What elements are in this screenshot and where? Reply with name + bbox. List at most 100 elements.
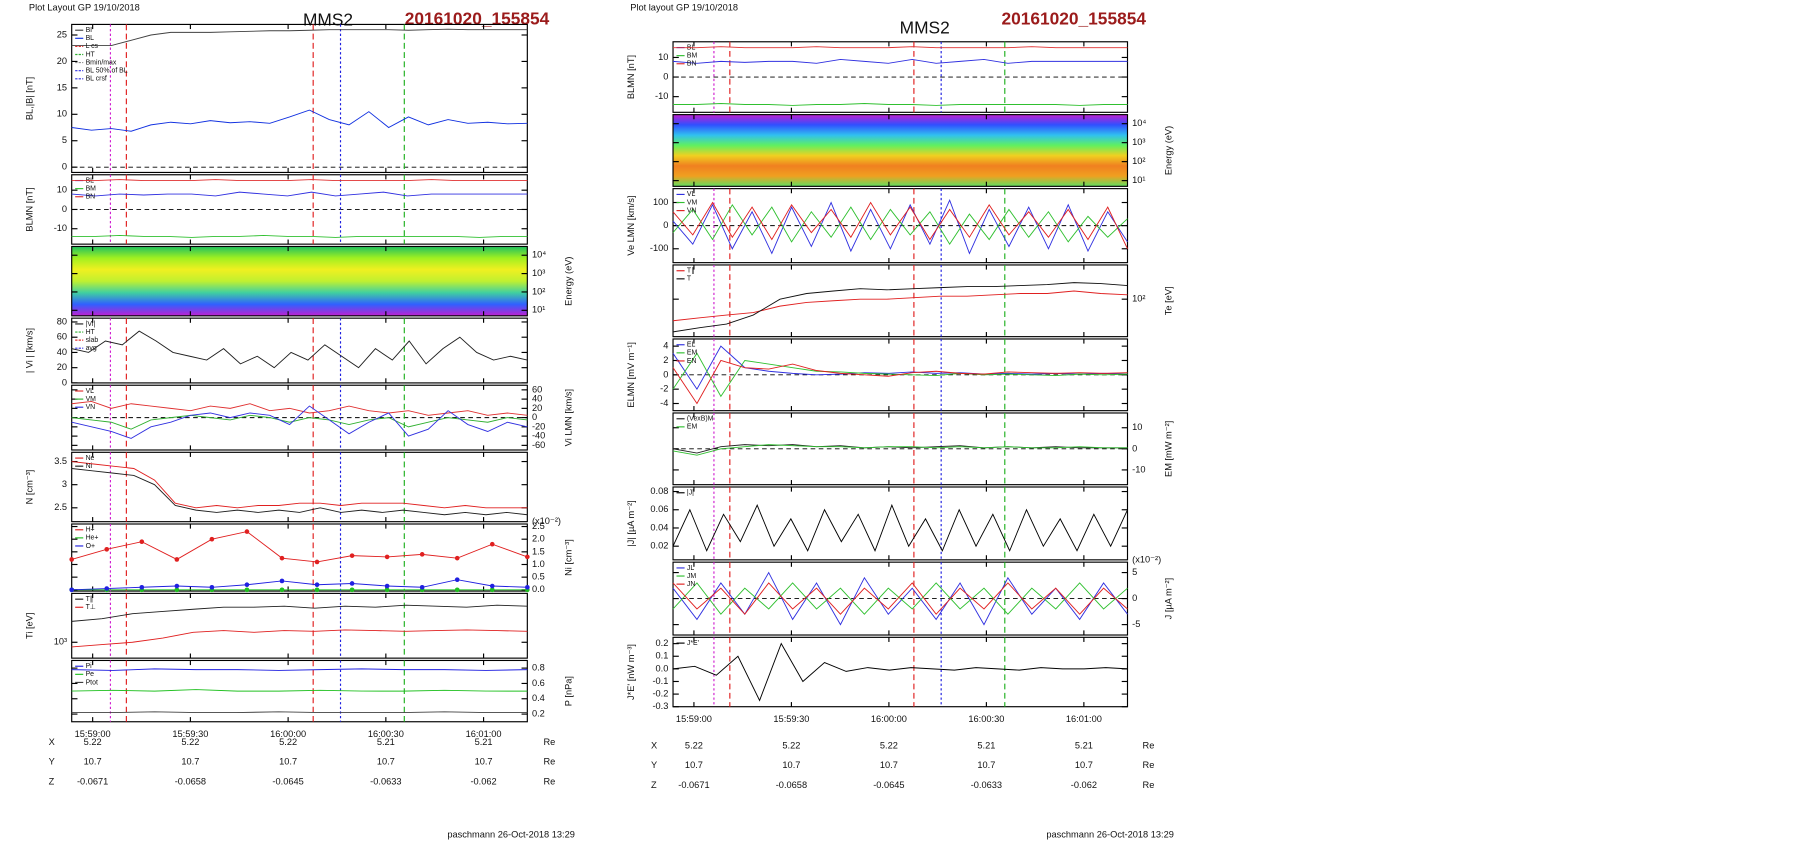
legend-label: VN xyxy=(687,207,697,214)
y-tick-label: 10² xyxy=(1132,294,1145,304)
ephemeris-value: 10.7 xyxy=(475,757,493,767)
layout-label: Plot layout GP 19/10/2018 xyxy=(630,3,738,13)
ephemeris-value: 10.7 xyxy=(977,760,995,770)
ephemeris-value: 10.7 xyxy=(279,757,297,767)
series-point xyxy=(454,577,460,582)
legend-label: He+ xyxy=(86,535,99,542)
series-point xyxy=(244,529,250,534)
legend-note: BL 50% of BL xyxy=(86,68,128,75)
series-point xyxy=(419,584,425,590)
series-point xyxy=(314,587,320,593)
y-tick-label: 0.08 xyxy=(650,486,668,496)
series-line xyxy=(71,179,528,182)
panel: -0.3 -0.2 -0.1 0.0 0.1 0.2 J*E' [nW m⁻³] J*E' xyxy=(626,636,1129,711)
y-axis-label: EM [mW m⁻²] xyxy=(1164,421,1174,477)
y-tick-label: -0.3 xyxy=(652,701,668,711)
panel: 10¹ 10² 10³ 10⁴ Energy (eV) xyxy=(71,245,573,317)
series-point xyxy=(174,583,180,589)
series-line xyxy=(71,414,528,430)
ephemeris-value: 5.22 xyxy=(685,740,703,750)
y-tick-label: 2.0 xyxy=(532,534,545,544)
ephemeris-value: -0.0645 xyxy=(272,776,303,786)
ephemeris-value: 5.22 xyxy=(279,737,297,747)
series-point xyxy=(139,539,145,545)
time-tick-label: 15:59:00 xyxy=(676,714,712,724)
ephemeris-value: 5.22 xyxy=(84,737,102,747)
y-tick-label: 100 xyxy=(653,197,668,207)
legend-label: O+ xyxy=(86,543,95,550)
ephemeris-value: 5.22 xyxy=(782,740,800,750)
y-tick-label: 0 xyxy=(1132,593,1137,603)
ephemeris-value: -0.0658 xyxy=(776,780,807,790)
y-axis-label: ELMN [mV m⁻¹] xyxy=(626,342,636,408)
instrument: MMS2 xyxy=(303,10,353,30)
ephemeris-label: Z xyxy=(651,780,657,790)
y-tick-label: 0.0 xyxy=(656,663,669,673)
ephemeris-value: -0.062 xyxy=(470,776,496,786)
panel: 0.0 0.5 1.0 1.5 2.0 2.5 Ni [cm⁻³] (x10⁻²) H+He+O… xyxy=(69,516,573,594)
ephemeris-value: 5.21 xyxy=(377,737,395,747)
legend-label: Pe xyxy=(86,671,95,678)
series-point xyxy=(489,587,495,593)
y-tick-label: 10 xyxy=(57,109,67,119)
ephemeris-value: 10.7 xyxy=(685,760,703,770)
legend-label: (VexB)M xyxy=(687,416,714,423)
y-tick-label: 10 xyxy=(1132,422,1142,432)
ephemeris-label: Z xyxy=(49,776,55,786)
y-tick-label: 40 xyxy=(532,394,542,404)
series-line xyxy=(672,571,1128,626)
ephemeris-value: 10.7 xyxy=(1075,760,1093,770)
ephemeris-unit: Re xyxy=(1143,740,1155,750)
y-tick-label: 10 xyxy=(658,52,668,62)
time-tick-label: 15:59:30 xyxy=(172,729,208,739)
series-line xyxy=(673,46,1128,49)
series-point xyxy=(349,553,355,558)
series-point xyxy=(104,546,110,552)
footer: paschmann 26-Oct-2018 13:29 xyxy=(447,830,575,840)
series-line xyxy=(673,103,1128,106)
series-point xyxy=(454,587,460,593)
series-point xyxy=(279,578,285,584)
y-tick-label: 0.02 xyxy=(650,541,668,551)
y-tick-label: 0 xyxy=(1132,443,1137,453)
panel-frame xyxy=(672,264,1129,338)
ephemeris-label: X xyxy=(651,740,657,750)
panel-frame xyxy=(71,245,528,317)
y-tick-label: 2.5 xyxy=(532,521,545,531)
series-point xyxy=(489,541,495,547)
legend-label: VM xyxy=(687,199,698,206)
series-line xyxy=(71,405,528,439)
y-tick-label: 10⁴ xyxy=(1132,118,1146,128)
series-point xyxy=(209,584,215,590)
y-tick-label: 80 xyxy=(57,316,67,326)
y-axis-label: Vi LMN [km/s] xyxy=(563,389,573,446)
y-tick-label: 10³ xyxy=(1132,137,1145,147)
y-tick-label: 0.0 xyxy=(532,584,545,594)
y-axis-label: N [cm⁻³] xyxy=(25,470,35,505)
series-line xyxy=(71,191,528,197)
series-line xyxy=(672,444,1128,454)
time-tick-label: 16:00:30 xyxy=(368,729,404,739)
series-point xyxy=(384,583,390,589)
series-line xyxy=(672,290,1128,322)
layout-label: Plot Layout GP 19/10/2018 xyxy=(29,3,140,13)
ephemeris-unit: Re xyxy=(1143,760,1155,770)
legend-label: EN xyxy=(687,358,697,365)
y-tick-label: 0 xyxy=(663,71,668,81)
legend-label: BM xyxy=(687,52,698,59)
y-axis-label: BLMN [nT] xyxy=(626,55,636,99)
y-tick-label: -40 xyxy=(532,431,545,441)
legend-note: HT xyxy=(86,329,96,336)
legend-label: BI xyxy=(86,27,93,34)
legend-label: J*E' xyxy=(687,640,699,647)
series-line xyxy=(672,201,1128,249)
series-point xyxy=(174,557,180,562)
y-axis-label: P [nPa] xyxy=(563,676,573,706)
ephemeris-unit: Re xyxy=(544,776,556,786)
series-line xyxy=(71,400,528,416)
